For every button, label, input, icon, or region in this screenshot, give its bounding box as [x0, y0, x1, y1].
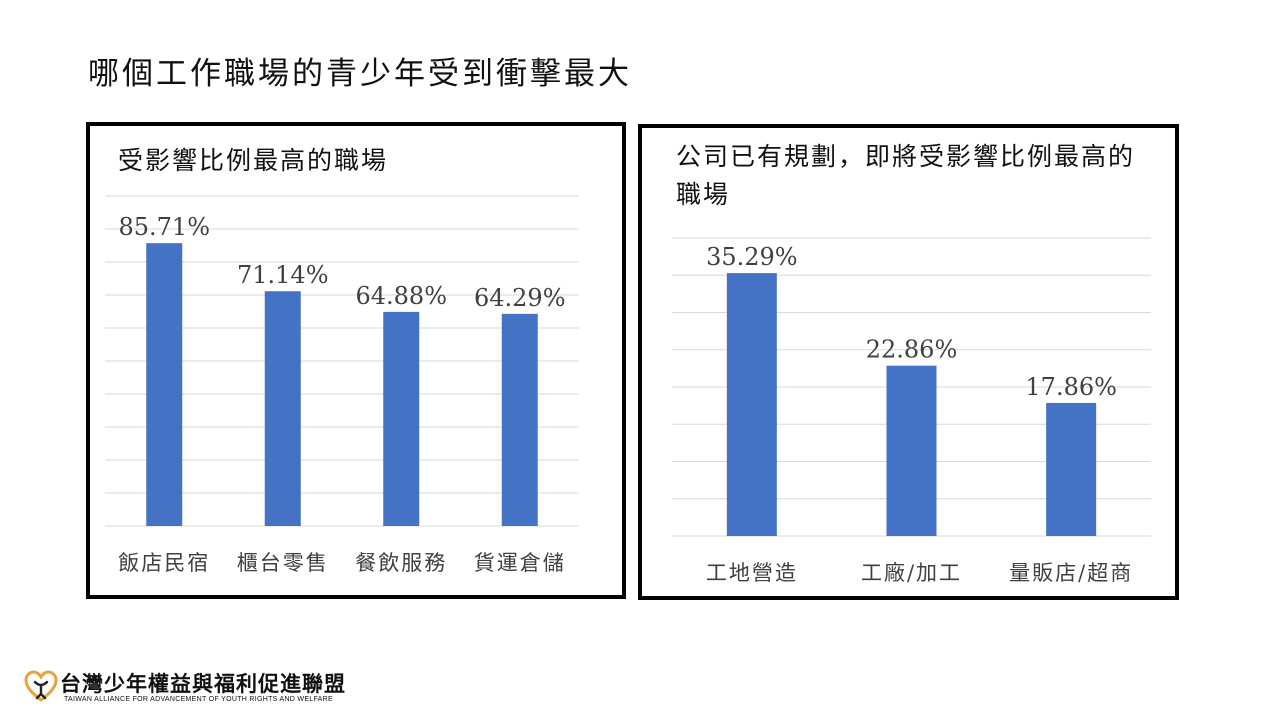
category-label: 量販店/超商 [1009, 561, 1133, 585]
chart-panel-left: 受影響比例最高的職場 85.71% 飯店民宿 71.14% 櫃台零售 64.88% 餐飲服… [86, 122, 626, 599]
chart-title: 受影響比例最高的職場 [118, 146, 389, 175]
data-label: 85.71% [118, 213, 210, 241]
category-label: 櫃台零售 [237, 551, 329, 575]
bar [264, 291, 301, 526]
bar [146, 243, 183, 527]
bar [1046, 402, 1097, 536]
category-label: 餐飲服務 [355, 551, 447, 575]
data-label: 17.86% [1025, 373, 1117, 401]
data-label: 64.29% [474, 284, 566, 312]
org-name: 台灣少年權益與福利促進聯盟 [60, 672, 346, 696]
category-label: 工廠/加工 [861, 561, 962, 585]
chart-title: 公司已有規劃，即將受影響比例最高的職場 [676, 142, 1136, 209]
category-label: 貨運倉儲 [474, 551, 566, 575]
data-label: 71.14% [237, 261, 329, 289]
bar [886, 365, 937, 536]
data-label: 35.29% [706, 243, 798, 271]
heart-logo-icon [24, 670, 58, 702]
chart-panel-right: 公司已有規劃，即將受影響比例最高的職場 35.29% 工地營造 22.86% 工廠/加… [638, 124, 1179, 600]
bar [726, 273, 777, 536]
data-label: 22.86% [866, 336, 958, 364]
category-label: 飯店民宿 [118, 551, 210, 575]
bar-chart-left: 85.71% 飯店民宿 71.14% 櫃台零售 64.88% 餐飲服務 64.29% 貨運倉儲 [105, 195, 579, 575]
bar-chart-right: 35.29% 工地營造 22.86% 工廠/加工 17.86% 量販店/超商 [672, 237, 1151, 585]
bar [383, 311, 420, 526]
category-label: 工地營造 [706, 561, 798, 585]
data-label: 64.88% [355, 282, 447, 310]
bar [501, 313, 538, 526]
org-english-name: TAIWAN ALLIANCE FOR ADVANCEMENT OF YOUTH… [64, 696, 333, 703]
slide-title: 哪個工作職場的青少年受到衝擊最大 [88, 56, 632, 92]
